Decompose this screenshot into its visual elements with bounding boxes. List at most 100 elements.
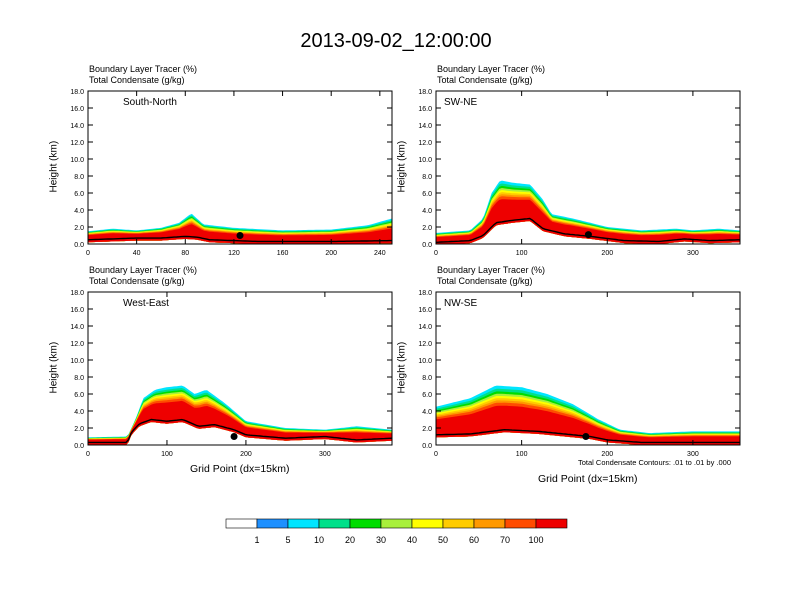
colorbar-label: 1 — [254, 535, 259, 545]
y-tick-label: 2.0 — [74, 225, 84, 232]
panel-2: 0.0 2.0 4.0 6.0 8.0 10.0 12.0 14.0 16.0 18.0 0 100 2… — [418, 89, 741, 257]
y-tick-label: 12.0 — [70, 341, 84, 348]
contour-note: Total Condensate Contours: .01 to .01 by… — [578, 458, 732, 467]
location-marker — [584, 231, 592, 239]
x-tick-label: 200 — [325, 250, 337, 257]
x-tick-label: 100 — [516, 250, 528, 257]
x-tick-label: 0 — [434, 451, 438, 458]
tracer-band-9 — [436, 199, 740, 244]
panel-4-title-line-1: Boundary Layer Tracer (%) — [437, 265, 546, 275]
y-tick-label: 16.0 — [418, 307, 432, 314]
y-tick-label: 14.0 — [418, 123, 432, 130]
colorbar-label: 10 — [314, 535, 324, 545]
x-tick-label: 300 — [687, 451, 699, 458]
terrain-line — [87, 235, 392, 243]
panel-1: 0.0 2.0 4.0 6.0 8.0 10.0 12.0 14.0 16.0 18.0 0 40 80… — [70, 89, 393, 257]
x-tick-label: 120 — [228, 250, 240, 257]
colorbar-swatch — [535, 518, 568, 529]
panel-4-xlabel: Grid Point (dx=15km) — [538, 473, 638, 485]
colorbar-label: 20 — [345, 535, 355, 545]
section-label: West-East — [123, 298, 169, 309]
colorbar-swatch — [380, 518, 413, 529]
y-tick-label: 0.0 — [74, 443, 84, 450]
x-tick-label: 80 — [181, 250, 189, 257]
x-tick-label: 200 — [240, 451, 252, 458]
x-tick-label: 240 — [374, 250, 386, 257]
colorbar-swatch — [473, 518, 506, 529]
colorbar-label: 40 — [407, 535, 417, 545]
colorbar-swatch — [349, 518, 382, 529]
colorbar-swatch — [442, 518, 475, 529]
panel-2-title-line-1: Boundary Layer Tracer (%) — [437, 64, 546, 74]
y-tick-label: 10.0 — [70, 358, 84, 365]
y-tick-label: 2.0 — [422, 225, 432, 232]
plot-frame — [87, 90, 393, 245]
y-tick-label: 14.0 — [418, 324, 432, 331]
plot-frame — [435, 90, 741, 245]
y-tick-label: 12.0 — [418, 140, 432, 147]
y-tick-label: 8.0 — [74, 174, 84, 181]
panel-3-title: Boundary Layer Tracer (%) Total Condensa… — [89, 265, 197, 287]
location-marker — [230, 433, 238, 440]
y-tick-label: 14.0 — [70, 123, 84, 130]
y-tick-label: 16.0 — [70, 307, 84, 314]
y-tick-label: 4.0 — [74, 208, 84, 215]
panel-3-xlabel: Grid Point (dx=15km) — [190, 463, 290, 475]
section-label: SW-NE — [444, 97, 477, 108]
panel-4-title: Boundary Layer Tracer (%) Total Condensa… — [437, 265, 545, 287]
colorbar-label: 70 — [500, 535, 510, 545]
x-tick-label: 0 — [86, 250, 90, 257]
y-tick-label: 16.0 — [418, 106, 432, 113]
y-tick-label: 4.0 — [422, 208, 432, 215]
x-tick-label: 100 — [161, 451, 173, 458]
y-tick-label: 2.0 — [74, 426, 84, 433]
panel-2-title: Boundary Layer Tracer (%) Total Condensa… — [437, 64, 545, 86]
y-tick-label: 8.0 — [422, 174, 432, 181]
x-tick-label: 0 — [434, 250, 438, 257]
y-tick-label: 4.0 — [422, 409, 432, 416]
colorbar-label: 30 — [376, 535, 386, 545]
y-tick-label: 2.0 — [422, 426, 432, 433]
y-tick-label: 18.0 — [418, 290, 432, 297]
y-tick-label: 6.0 — [422, 191, 432, 198]
x-tick-label: 160 — [277, 250, 289, 257]
x-tick-label: 300 — [319, 451, 331, 458]
panel-1-title: Boundary Layer Tracer (%) Total Condensa… — [89, 64, 197, 86]
location-marker — [236, 232, 244, 239]
x-tick-label: 300 — [687, 250, 699, 257]
y-tick-label: 10.0 — [418, 358, 432, 365]
panel-4-title-line-2: Total Condensate (g/kg) — [437, 276, 533, 286]
colorbar-swatch — [318, 518, 351, 529]
tracer-band-9 — [436, 405, 740, 445]
panel-2-title-line-2: Total Condensate (g/kg) — [437, 75, 533, 85]
x-tick-label: 200 — [601, 250, 613, 257]
panel-3-title-line-2: Total Condensate (g/kg) — [89, 276, 185, 286]
y-tick-label: 18.0 — [70, 89, 84, 96]
section-label: South-North — [123, 97, 177, 108]
y-tick-label: 18.0 — [70, 290, 84, 297]
colorbar-swatch — [411, 518, 444, 529]
y-tick-label: 12.0 — [70, 140, 84, 147]
y-tick-label: 10.0 — [418, 157, 432, 164]
y-tick-label: 4.0 — [74, 409, 84, 416]
y-tick-label: 0.0 — [422, 443, 432, 450]
colorbar-label: 5 — [285, 535, 290, 545]
y-tick-label: 12.0 — [418, 341, 432, 348]
panel-1-title-line-2: Total Condensate (g/kg) — [89, 75, 185, 85]
y-tick-label: 8.0 — [422, 375, 432, 382]
terrain-line — [88, 418, 393, 444]
y-tick-label: 6.0 — [422, 392, 432, 399]
x-tick-label: 0 — [86, 451, 90, 458]
y-tick-label: 0.0 — [74, 242, 84, 249]
panel-1-title-line-1: Boundary Layer Tracer (%) — [89, 64, 198, 74]
plot-frame — [87, 291, 393, 446]
colorbar-label: 100 — [528, 535, 543, 545]
location-marker — [582, 433, 590, 440]
colorbar-swatch — [256, 518, 289, 529]
tracer-band-9 — [88, 400, 392, 445]
y-tick-label: 6.0 — [74, 392, 84, 399]
y-tick-label: 14.0 — [70, 324, 84, 331]
colorbar-swatch — [504, 518, 537, 529]
x-tick-label: 100 — [516, 451, 528, 458]
